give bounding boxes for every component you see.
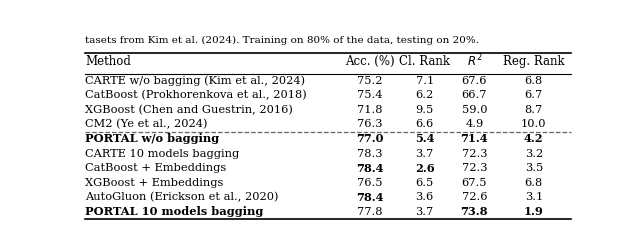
- Text: 78.4: 78.4: [356, 162, 384, 174]
- Text: 3.1: 3.1: [525, 192, 543, 202]
- Text: CARTE 10 models bagging: CARTE 10 models bagging: [85, 149, 239, 158]
- Text: 6.5: 6.5: [415, 178, 434, 187]
- Text: 75.2: 75.2: [357, 76, 383, 86]
- Text: 3.2: 3.2: [525, 149, 543, 158]
- Text: 9.5: 9.5: [415, 105, 434, 115]
- Text: Method: Method: [85, 55, 131, 68]
- Text: XGBoost (Chen and Guestrin, 2016): XGBoost (Chen and Guestrin, 2016): [85, 105, 293, 115]
- Text: 5.4: 5.4: [415, 133, 435, 145]
- Text: 6.8: 6.8: [525, 178, 543, 187]
- Text: 4.2: 4.2: [524, 133, 543, 145]
- Text: 72.3: 72.3: [461, 163, 487, 173]
- Text: tasets from Kim et al. (2024). Training on 80% of the data, testing on 20%.: tasets from Kim et al. (2024). Training …: [85, 35, 479, 45]
- Text: 59.0: 59.0: [461, 105, 487, 115]
- Text: 3.7: 3.7: [415, 149, 434, 158]
- Text: 72.6: 72.6: [461, 192, 487, 202]
- Text: 78.3: 78.3: [357, 149, 383, 158]
- Text: 3.6: 3.6: [415, 192, 434, 202]
- Text: CM2 (Ye et al., 2024): CM2 (Ye et al., 2024): [85, 119, 207, 130]
- Text: 10.0: 10.0: [521, 120, 547, 129]
- Text: 6.6: 6.6: [415, 120, 434, 129]
- Text: 77.8: 77.8: [357, 207, 383, 217]
- Text: 76.3: 76.3: [357, 120, 383, 129]
- Text: 72.3: 72.3: [461, 149, 487, 158]
- Text: 7.1: 7.1: [415, 76, 434, 86]
- Text: Cl. Rank: Cl. Rank: [399, 55, 450, 68]
- Text: 2.6: 2.6: [415, 162, 435, 174]
- Text: 67.6: 67.6: [461, 76, 487, 86]
- Text: 6.7: 6.7: [525, 91, 543, 100]
- Text: CatBoost (Prokhorenkova et al., 2018): CatBoost (Prokhorenkova et al., 2018): [85, 90, 307, 101]
- Text: 73.8: 73.8: [461, 206, 488, 217]
- Text: PORTAL w/o bagging: PORTAL w/o bagging: [85, 133, 220, 145]
- Text: Acc. (%): Acc. (%): [346, 55, 395, 68]
- Text: XGBoost + Embeddings: XGBoost + Embeddings: [85, 178, 223, 187]
- Text: 3.7: 3.7: [415, 207, 434, 217]
- Text: 78.4: 78.4: [356, 191, 384, 203]
- Text: 4.9: 4.9: [465, 120, 483, 129]
- Text: 66.7: 66.7: [461, 91, 487, 100]
- Text: 76.5: 76.5: [357, 178, 383, 187]
- Text: 1.9: 1.9: [524, 206, 544, 217]
- Text: 6.8: 6.8: [525, 76, 543, 86]
- Text: 67.5: 67.5: [461, 178, 487, 187]
- Text: AutoGluon (Erickson et al., 2020): AutoGluon (Erickson et al., 2020): [85, 192, 278, 202]
- Text: CARTE w/o bagging (Kim et al., 2024): CARTE w/o bagging (Kim et al., 2024): [85, 76, 305, 86]
- Text: CatBoost + Embeddings: CatBoost + Embeddings: [85, 163, 226, 173]
- Text: PORTAL 10 models bagging: PORTAL 10 models bagging: [85, 206, 263, 217]
- Text: 75.4: 75.4: [357, 91, 383, 100]
- Text: Reg. Rank: Reg. Rank: [503, 55, 564, 68]
- Text: 8.7: 8.7: [525, 105, 543, 115]
- Text: 3.5: 3.5: [525, 163, 543, 173]
- Text: 71.4: 71.4: [461, 133, 488, 145]
- Text: $R^2$: $R^2$: [467, 53, 482, 70]
- Text: 6.2: 6.2: [415, 91, 434, 100]
- Text: 71.8: 71.8: [357, 105, 383, 115]
- Text: 77.0: 77.0: [356, 133, 384, 145]
